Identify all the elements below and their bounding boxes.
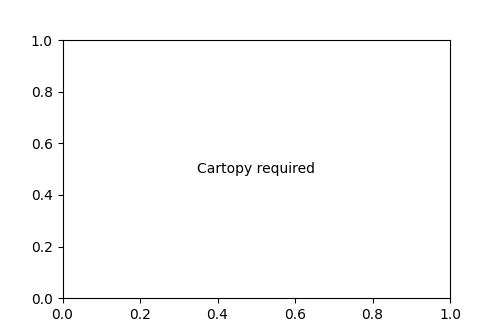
Text: Cartopy required: Cartopy required <box>197 162 316 176</box>
